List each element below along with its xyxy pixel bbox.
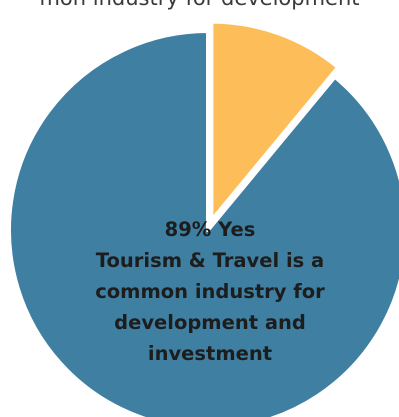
pie-slice-yes xyxy=(7,29,399,417)
center-line-2: common industry for xyxy=(95,280,325,303)
chart-title: mon industry for development xyxy=(0,0,399,9)
center-headline: 89% Yes xyxy=(164,218,256,241)
center-label: 89% Yes Tourism & Travel is a common ind… xyxy=(60,214,360,369)
center-line-3: development and xyxy=(114,311,306,334)
pie-slice-other xyxy=(209,19,341,223)
center-line-4: investment xyxy=(147,342,273,365)
center-line-1: Tourism & Travel is a xyxy=(95,249,325,272)
